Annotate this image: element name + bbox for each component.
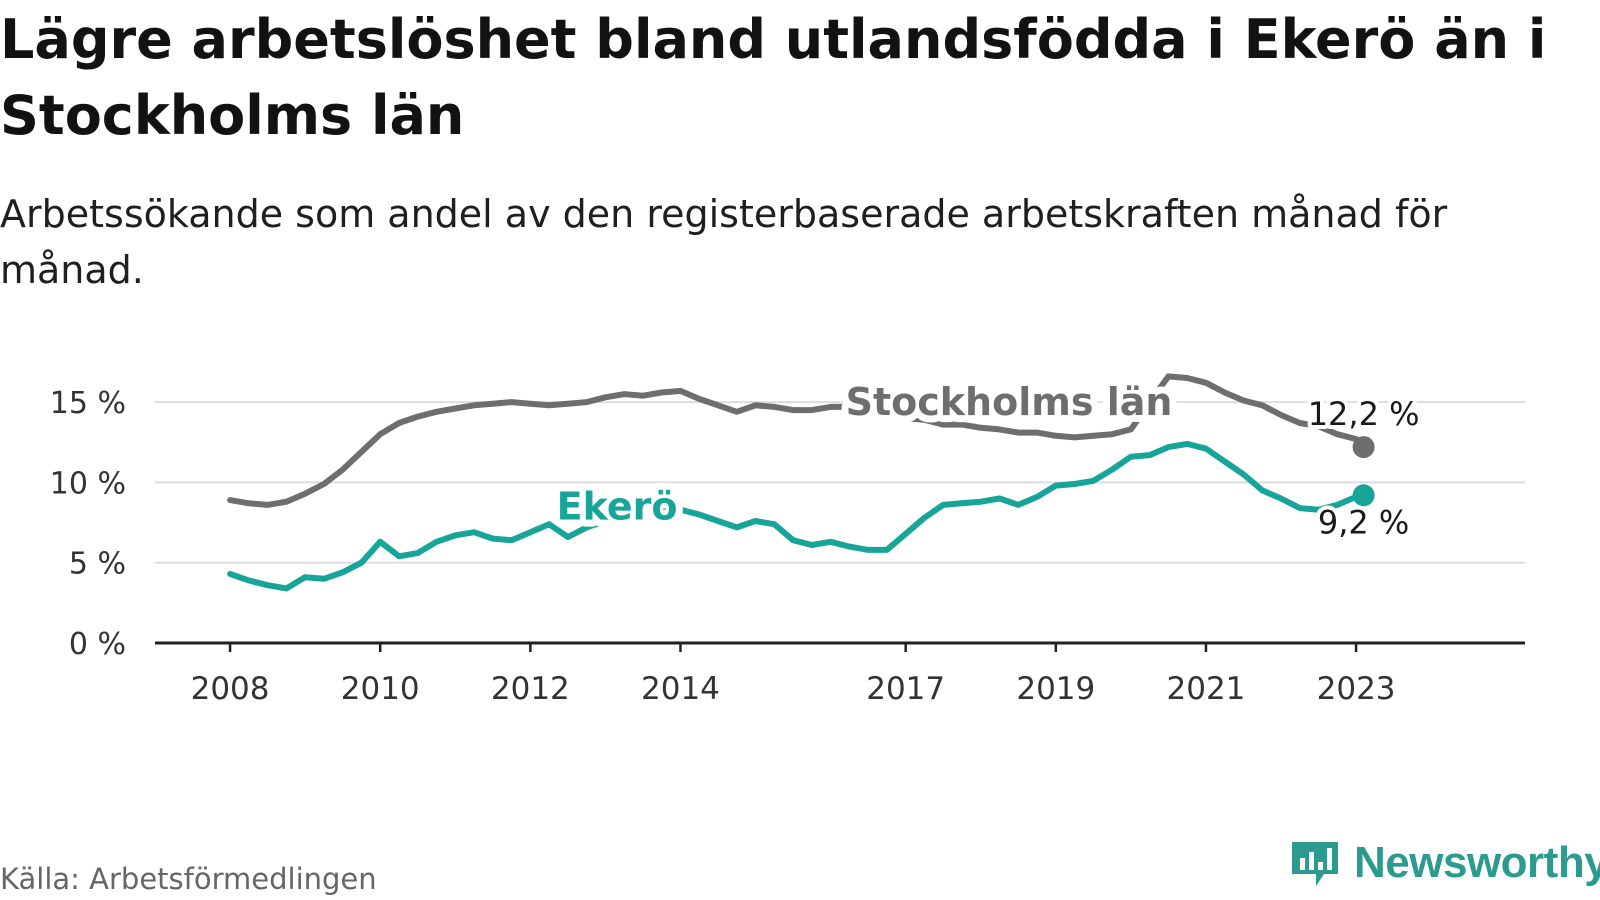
ekero-end-point [1352, 484, 1375, 507]
x-tick-label: 2014 [641, 671, 720, 700]
x-tick-label: 2010 [341, 671, 420, 700]
y-tick-label: 15 % [50, 386, 126, 421]
brand-logo: Newsworthy [1290, 838, 1600, 888]
x-tick-label: 2019 [1016, 671, 1095, 700]
ekero-series-label: Ekerö [557, 484, 678, 528]
chart-subtitle: Arbetssökande som andel av den registerb… [0, 192, 1448, 292]
axis-ticks: 0 % 5 % 10 % 15 % 2008 2010 2012 2014 2017 2019 20… [50, 386, 1396, 700]
stockholm-end-value: 12,2 % [1308, 395, 1420, 433]
stockholm-series-label: Stockholms län [846, 380, 1173, 424]
chart-title: Lägre arbetslöshet bland utlandsfödda i … [0, 8, 1547, 147]
x-tick-label: 2012 [491, 671, 570, 700]
ekero-line [227, 440, 1367, 592]
newsworthy-logo-icon [1292, 842, 1338, 886]
y-tick-label: 10 % [50, 466, 126, 501]
line-chart: 0 % 5 % 10 % 15 % 2008 2010 2012 2014 2017 2019 20… [50, 373, 1525, 700]
series-labels: Stockholms län 12,2 % Ekerö 9,2 % [550, 373, 1424, 545]
ekero-end-value: 9,2 % [1318, 503, 1409, 541]
gridlines [155, 401, 1525, 645]
y-tick-label: 0 % [69, 627, 126, 662]
x-tick-label: 2017 [866, 671, 945, 700]
x-tick-label: 2023 [1317, 671, 1396, 700]
y-tick-label: 5 % [69, 547, 126, 582]
stockholm-end-point [1352, 436, 1375, 459]
source-note: Källa: Arbetsförmedlingen [0, 862, 377, 896]
x-tick-label: 2021 [1167, 671, 1246, 700]
series-lines [227, 373, 1367, 592]
stockholm-line [227, 373, 1367, 508]
x-tick-label: 2008 [191, 671, 270, 700]
brand-name: Newsworthy [1354, 838, 1600, 887]
